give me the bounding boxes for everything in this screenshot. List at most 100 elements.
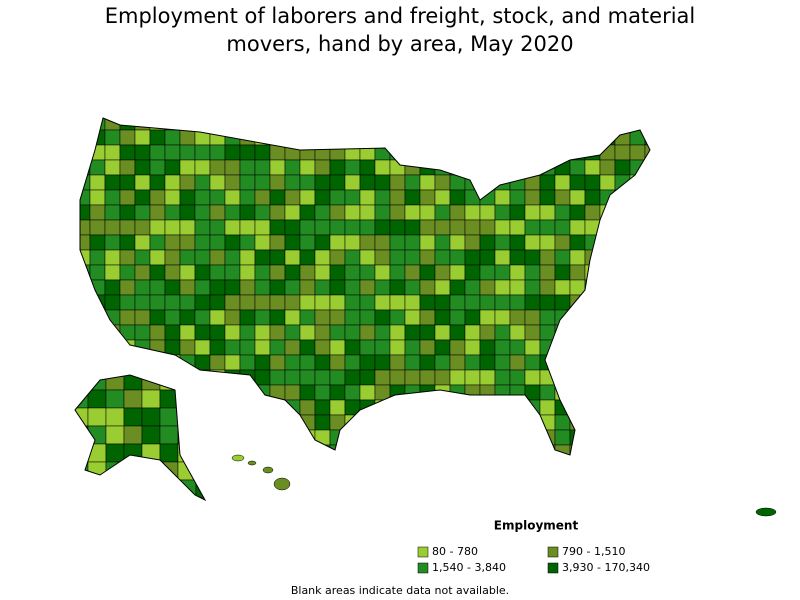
map-area [314, 249, 331, 266]
map-area [87, 497, 107, 500]
island [231, 454, 245, 462]
legend-label: 80 - 780 [432, 545, 478, 558]
map-area [80, 309, 91, 326]
map-area [329, 444, 346, 455]
map-area [269, 264, 286, 281]
map-area [87, 389, 107, 409]
map-area [614, 118, 631, 131]
map-area [464, 384, 481, 401]
map-area [269, 294, 286, 311]
alaska-outline [74, 374, 207, 502]
map-area [164, 159, 181, 176]
map-area [554, 174, 571, 191]
map-area [434, 429, 451, 446]
map-area [224, 144, 241, 161]
map-area [494, 144, 511, 161]
island [273, 477, 291, 491]
map-area [509, 219, 526, 236]
map-area [314, 204, 331, 221]
map-area [134, 234, 151, 251]
map-area [434, 219, 451, 236]
map-area [584, 369, 601, 386]
map-area [509, 129, 526, 146]
map-area [344, 324, 361, 341]
map-area [434, 204, 451, 221]
map-area [119, 118, 136, 131]
map-area [149, 174, 166, 191]
map-area [389, 204, 406, 221]
map-area [194, 174, 211, 191]
map-area [599, 429, 616, 446]
map-area [284, 309, 301, 326]
map-area [239, 294, 256, 311]
map-area [434, 354, 451, 371]
map-area [644, 204, 650, 221]
map-area [224, 118, 241, 131]
map-area [104, 234, 121, 251]
map-area [389, 369, 406, 386]
map-area [179, 189, 196, 206]
map-area [464, 234, 481, 251]
map-area [177, 375, 197, 391]
map-area [164, 249, 181, 266]
map-area [464, 129, 481, 146]
map-area [299, 189, 316, 206]
map-area [359, 144, 376, 161]
map-area [329, 279, 346, 296]
map-area [434, 118, 451, 131]
map-area [419, 354, 436, 371]
map-area [209, 414, 226, 431]
map-area [494, 414, 511, 431]
map-area [494, 399, 511, 416]
map-area [344, 249, 361, 266]
map-area [374, 429, 391, 446]
map-area [299, 118, 316, 131]
map-area [359, 204, 376, 221]
map-area [105, 425, 125, 445]
map-area [419, 429, 436, 446]
map-area [464, 324, 481, 341]
map-area [359, 309, 376, 326]
map-area [539, 384, 556, 401]
map-area [80, 339, 91, 356]
map-area [614, 174, 631, 191]
map-area [524, 204, 541, 221]
map-area [254, 369, 271, 386]
map-area [509, 234, 526, 251]
map-area [584, 399, 601, 416]
map-area [344, 279, 361, 296]
map-area [539, 144, 556, 161]
map-area [644, 249, 650, 266]
map-area [404, 249, 421, 266]
map-area [179, 414, 196, 431]
map-area [434, 234, 451, 251]
map-area [134, 174, 151, 191]
map-area [524, 264, 541, 281]
map-area [629, 324, 646, 341]
map-area [314, 219, 331, 236]
map-area [464, 204, 481, 221]
map-area [569, 174, 586, 191]
map-area [404, 354, 421, 371]
map-area [119, 294, 136, 311]
map-area [254, 414, 271, 431]
map-areas [75, 375, 205, 500]
map-area [404, 118, 421, 131]
map-area [644, 118, 650, 131]
map-area [389, 309, 406, 326]
map-area [359, 294, 376, 311]
map-area [524, 249, 541, 266]
map-area [599, 204, 616, 221]
map-area [539, 444, 556, 455]
map-area [434, 399, 451, 416]
map-area [179, 204, 196, 221]
map-area [104, 144, 121, 161]
map-area [584, 189, 601, 206]
map-area [614, 444, 631, 455]
map-area [119, 159, 136, 176]
map-area [314, 174, 331, 191]
map-area [239, 249, 256, 266]
map-area [629, 144, 646, 161]
map-area [209, 384, 226, 401]
map-area [159, 407, 179, 427]
